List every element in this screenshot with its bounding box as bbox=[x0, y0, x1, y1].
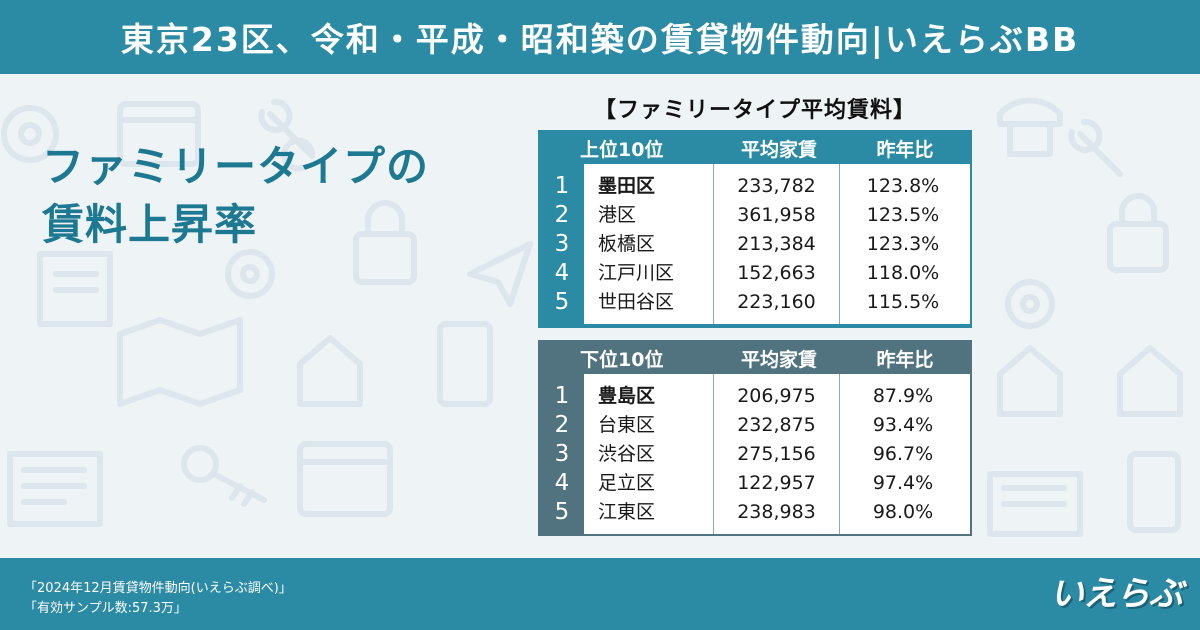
ward-name: 港区 bbox=[598, 204, 637, 227]
phone-icon bbox=[997, 97, 1063, 157]
rank-number: 5 bbox=[554, 288, 570, 315]
ratio-value: 87.9% bbox=[872, 385, 934, 408]
headline-line-2: 賃料上昇率 bbox=[42, 200, 258, 249]
rent-value: 206,975 bbox=[737, 385, 816, 408]
rent-column: 233,782 361,958 213,384 152,663 223,160 bbox=[714, 164, 840, 324]
ward-name: 台東区 bbox=[598, 414, 656, 437]
ratio-value: 118.0% bbox=[866, 261, 940, 284]
rank-number: 4 bbox=[554, 259, 570, 286]
wrench-icon bbox=[258, 98, 316, 172]
ratio-value: 123.3% bbox=[866, 232, 940, 255]
top-table-cells: 墨田区 港区 板橋区 江戸川区 世田谷区 233,782 361,958 213… bbox=[584, 164, 970, 324]
paper-plane-icon bbox=[467, 241, 533, 307]
rent-value: 223,160 bbox=[737, 290, 816, 313]
top-header-ratio: 昨年比 bbox=[876, 138, 934, 161]
book-icon-2 bbox=[7, 451, 103, 527]
book-icon bbox=[37, 251, 113, 327]
ward-name: 板橋区 bbox=[598, 232, 656, 255]
ward-column: 墨田区 港区 板橋区 江戸川区 世田谷区 bbox=[584, 164, 714, 324]
rent-value: 233,782 bbox=[737, 175, 816, 198]
footer-bar bbox=[0, 558, 1200, 630]
table-title: 【ファミリータイプ平均賃料】 bbox=[593, 98, 916, 123]
bottom-rank-table: 下位10位 平均家賃 昨年比 1 2 3 4 5 豊島区 台東区 渋谷区 足立区… bbox=[538, 340, 972, 536]
top-rank-numbers: 1 2 3 4 5 bbox=[540, 164, 584, 324]
sample-size-note: 「有効サンプル数:57.3万」 bbox=[24, 601, 187, 616]
ward-column: 豊島区 台東区 渋谷区 足立区 江東区 bbox=[584, 374, 714, 534]
book-icon-3 bbox=[987, 471, 1083, 537]
ratio-value: 97.4% bbox=[872, 471, 934, 494]
rent-value: 238,983 bbox=[737, 500, 816, 523]
bottom-table-header: 下位10位 平均家賃 昨年比 bbox=[540, 342, 970, 374]
top-table-body: 1 2 3 4 5 墨田区 港区 板橋区 江戸川区 世田谷区 233,782 3… bbox=[540, 164, 970, 324]
rent-value: 122,957 bbox=[737, 471, 816, 494]
lock-icon-2 bbox=[1107, 193, 1169, 273]
ward-name: 豊島区 bbox=[598, 385, 656, 408]
rent-column: 206,975 232,875 275,156 122,957 238,983 bbox=[714, 374, 840, 534]
rank-number: 3 bbox=[554, 440, 570, 467]
header-title: 東京23区、令和・平成・昭和築の賃貸物件動向|いえらぶBB bbox=[120, 20, 1080, 59]
ratio-column: 123.8% 123.5% 123.3% 118.0% 115.5% bbox=[840, 164, 966, 324]
ward-name: 世田谷区 bbox=[598, 290, 675, 313]
rank-number: 2 bbox=[554, 202, 570, 229]
ward-name: 江戸川区 bbox=[598, 261, 675, 284]
bottom-rank-numbers: 1 2 3 4 5 bbox=[540, 374, 584, 534]
rent-value: 275,156 bbox=[737, 442, 816, 465]
source-note: 「2024年12月賃貸物件動向(いえらぶ調べ)」 bbox=[24, 581, 292, 596]
browser-icon-2 bbox=[297, 441, 393, 517]
tablet-icon-2 bbox=[1127, 451, 1181, 533]
rent-value: 232,875 bbox=[737, 414, 816, 437]
gear-icon-3 bbox=[1005, 279, 1055, 329]
ward-name: 足立区 bbox=[598, 471, 656, 494]
rent-value: 213,384 bbox=[737, 232, 816, 255]
rank-number: 3 bbox=[554, 230, 570, 257]
rent-value: 361,958 bbox=[737, 204, 816, 227]
ratio-value: 115.5% bbox=[866, 290, 940, 313]
house-icon bbox=[297, 335, 363, 407]
tablet-icon bbox=[437, 321, 493, 407]
house-icon-2 bbox=[997, 345, 1063, 417]
bottom-table-cells: 豊島区 台東区 渋谷区 足立区 江東区 206,975 232,875 275,… bbox=[584, 374, 970, 534]
rank-number: 5 bbox=[554, 498, 570, 525]
rank-number: 1 bbox=[554, 383, 570, 410]
rank-number: 4 bbox=[554, 469, 570, 496]
top-table-header: 上位10位 平均家賃 昨年比 bbox=[540, 132, 970, 164]
header-banner: 東京23区、令和・平成・昭和築の賃貸物件動向|いえらぶBB bbox=[0, 0, 1200, 74]
background-icon-pattern bbox=[1, 97, 1183, 537]
ratio-value: 96.7% bbox=[872, 442, 934, 465]
ielove-logo: いえらぶ bbox=[1050, 574, 1183, 614]
gear-icon-2 bbox=[225, 249, 275, 299]
bottom-header-ratio: 昨年比 bbox=[876, 348, 934, 371]
rank-number: 2 bbox=[554, 412, 570, 439]
bottom-table-body: 1 2 3 4 5 豊島区 台東区 渋谷区 足立区 江東区 206,975 23… bbox=[540, 374, 970, 534]
lock-icon bbox=[353, 200, 417, 285]
top-header-rent: 平均家賃 bbox=[740, 138, 817, 161]
bottom-header-rent: 平均家賃 bbox=[740, 348, 817, 371]
rank-number: 1 bbox=[554, 173, 570, 200]
ratio-value: 93.4% bbox=[872, 414, 934, 437]
top-rank-table: 上位10位 平均家賃 昨年比 1 2 3 4 5 墨田区 港区 板橋区 江戸川区… bbox=[538, 130, 972, 328]
ratio-column: 87.9% 93.4% 96.7% 97.4% 98.0% bbox=[840, 374, 966, 534]
map-icon bbox=[117, 317, 243, 407]
top-header-rank: 上位10位 bbox=[580, 138, 664, 161]
headline: ファミリータイプの 賃料上昇率 bbox=[42, 138, 429, 254]
ratio-value: 123.8% bbox=[866, 175, 940, 198]
ward-name: 渋谷区 bbox=[598, 442, 656, 465]
house-icon-3 bbox=[1117, 345, 1183, 417]
ratio-value: 123.5% bbox=[866, 204, 940, 227]
gear-icon bbox=[1, 105, 59, 163]
bottom-header-rank: 下位10位 bbox=[580, 348, 664, 371]
key-icon bbox=[181, 445, 267, 507]
wrench-icon-2 bbox=[1068, 118, 1123, 177]
browser-icon bbox=[117, 101, 201, 167]
headline-line-1: ファミリータイプの bbox=[42, 142, 430, 191]
rent-value: 152,663 bbox=[737, 261, 816, 284]
ward-name: 江東区 bbox=[598, 500, 656, 523]
ratio-value: 98.0% bbox=[872, 500, 934, 523]
ward-name: 墨田区 bbox=[598, 175, 656, 198]
